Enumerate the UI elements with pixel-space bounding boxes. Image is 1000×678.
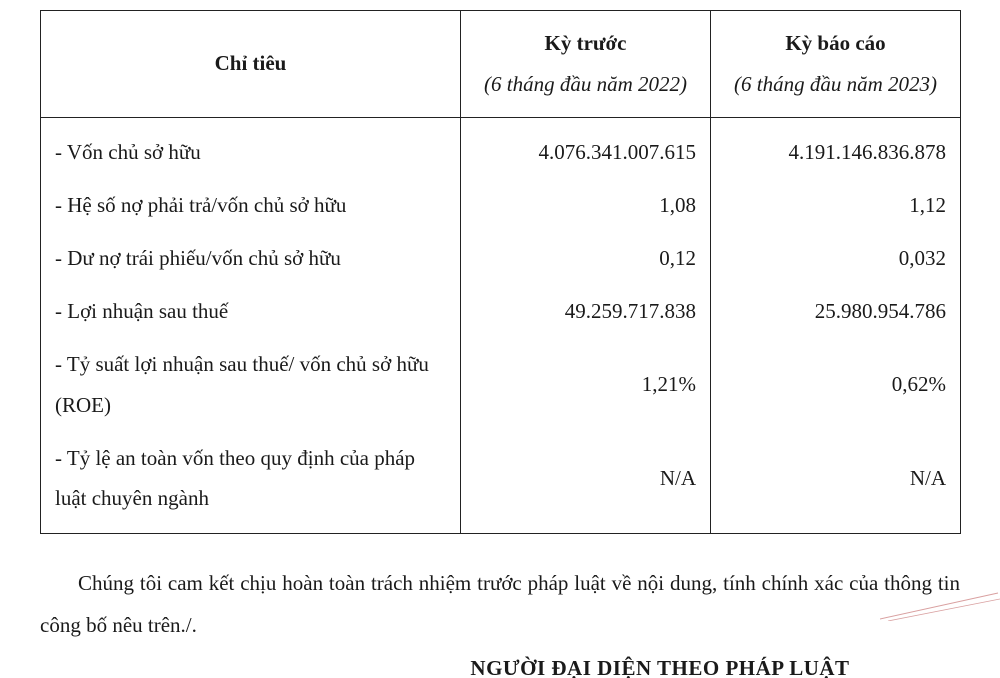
header-col2-line1: Kỳ trước <box>545 31 627 55</box>
header-report-period: Kỳ báo cáo (6 tháng đầu năm 2023) <box>711 11 961 118</box>
cell-prev: 1,21% <box>461 338 711 432</box>
cell-label: - Lợi nhuận sau thuế <box>41 285 461 338</box>
cell-prev: 49.259.717.838 <box>461 285 711 338</box>
header-col2-line2: (6 tháng đầu năm 2022) <box>471 64 700 105</box>
table-header-row: Chỉ tiêu Kỳ trước (6 tháng đầu năm 2022)… <box>41 11 961 118</box>
cell-curr: 0,032 <box>711 232 961 285</box>
table-row: - Lợi nhuận sau thuế 49.259.717.838 25.9… <box>41 285 961 338</box>
table-row: - Dư nợ trái phiếu/vốn chủ sở hữu 0,12 0… <box>41 232 961 285</box>
header-col3-line2: (6 tháng đầu năm 2023) <box>721 64 950 105</box>
cell-label: - Vốn chủ sở hữu <box>41 117 461 178</box>
cell-prev: N/A <box>461 432 711 534</box>
cell-curr: 1,12 <box>711 179 961 232</box>
cell-prev: 1,08 <box>461 179 711 232</box>
document-page: Chỉ tiêu Kỳ trước (6 tháng đầu năm 2022)… <box>0 0 1000 678</box>
cell-label: - Dư nợ trái phiếu/vốn chủ sở hữu <box>41 232 461 285</box>
table-row: - Hệ số nợ phải trả/vốn chủ sở hữu 1,08 … <box>41 179 961 232</box>
header-col3-line1: Kỳ báo cáo <box>785 31 885 55</box>
cell-curr: 0,62% <box>711 338 961 432</box>
table-row: - Vốn chủ sở hữu 4.076.341.007.615 4.191… <box>41 117 961 178</box>
table-row: - Tỷ lệ an toàn vốn theo quy định của ph… <box>41 432 961 534</box>
cell-curr: 25.980.954.786 <box>711 285 961 338</box>
cell-curr: 4.191.146.836.878 <box>711 117 961 178</box>
cell-prev: 4.076.341.007.615 <box>461 117 711 178</box>
cell-label: - Tỷ suất lợi nhuận sau thuế/ vốn chủ sở… <box>41 338 461 432</box>
cell-curr: N/A <box>711 432 961 534</box>
cell-prev: 0,12 <box>461 232 711 285</box>
header-previous-period: Kỳ trước (6 tháng đầu năm 2022) <box>461 11 711 118</box>
table-body: - Vốn chủ sở hữu 4.076.341.007.615 4.191… <box>41 117 961 534</box>
commitment-paragraph: Chúng tôi cam kết chịu hoàn toàn trách n… <box>40 562 960 646</box>
cell-label: - Tỷ lệ an toàn vốn theo quy định của ph… <box>41 432 461 534</box>
financial-table: Chỉ tiêu Kỳ trước (6 tháng đầu năm 2022)… <box>40 10 961 534</box>
table-row: - Tỷ suất lợi nhuận sau thuế/ vốn chủ sở… <box>41 338 961 432</box>
header-col1-text: Chỉ tiêu <box>215 51 287 75</box>
header-indicator: Chỉ tiêu <box>41 11 461 118</box>
signature-heading: NGƯỜI ĐẠI DIỆN THEO PHÁP LUẬT <box>40 656 960 678</box>
cell-label: - Hệ số nợ phải trả/vốn chủ sở hữu <box>41 179 461 232</box>
